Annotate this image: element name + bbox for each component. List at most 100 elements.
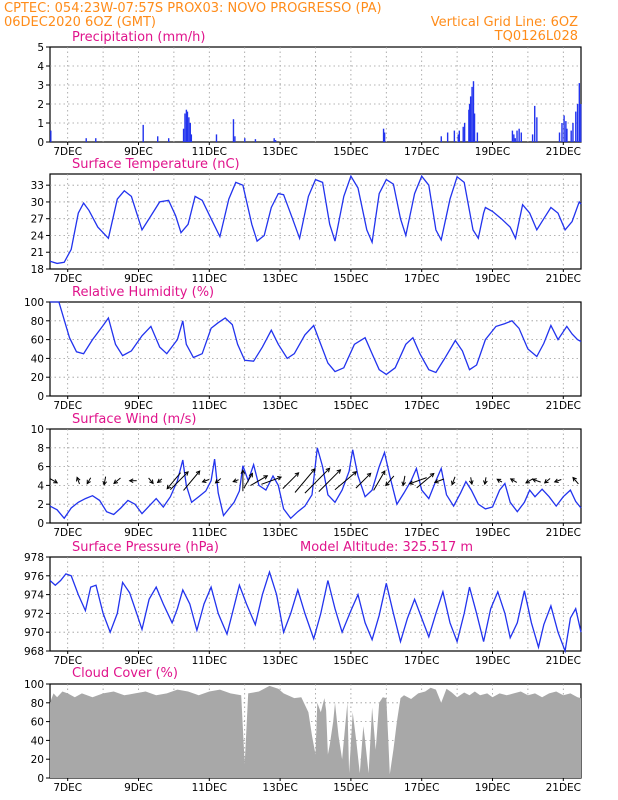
panel-title: Precipitation (mm/h) xyxy=(72,30,205,45)
wind-arrow xyxy=(76,477,80,485)
wind-arrow xyxy=(103,476,107,485)
precip-bar xyxy=(186,111,189,142)
wind-arrow-head xyxy=(543,479,549,484)
wind-arrow xyxy=(183,470,201,491)
wind-ytick-label: 6 xyxy=(37,462,44,474)
precip-bar xyxy=(184,113,186,142)
temp-ytick-label: 18 xyxy=(31,264,44,276)
precip-bar xyxy=(244,138,246,142)
pressure-ytick-label: 968 xyxy=(24,646,44,658)
wind-arrow-head xyxy=(483,480,488,486)
wind-arrow-head xyxy=(451,480,456,486)
pressure-ytick-label: 972 xyxy=(24,608,44,620)
precip-bar xyxy=(215,134,218,142)
header-grid-note: Vertical Grid Line: 6OZ xyxy=(431,15,578,30)
header-location: CPTEC: 054:23W-07:57S PROX03: NOVO PROGR… xyxy=(4,1,382,16)
wind-arrow-head xyxy=(149,479,154,485)
wind-xtick-label: 15DEC xyxy=(333,527,368,539)
header-model-id: TQ0126L028 xyxy=(494,29,578,44)
cloud-xtick-label: 9DEC xyxy=(124,782,153,794)
wind-arrow-head xyxy=(294,472,300,477)
wind-xtick-label: 13DEC xyxy=(262,527,297,539)
wind-arrow xyxy=(510,478,518,483)
wind-arrow xyxy=(402,475,406,486)
pressure-series-line xyxy=(49,569,582,654)
wind-arrow-head xyxy=(310,468,316,473)
precip-bar xyxy=(473,113,476,142)
temp-ytick-label: 27 xyxy=(31,214,44,226)
precip-bar xyxy=(274,140,277,142)
wind-arrow xyxy=(86,477,92,484)
wind-arrow xyxy=(148,477,154,484)
wind-arrow xyxy=(532,478,541,483)
precip-bar xyxy=(531,134,534,142)
temp-ytick-label: 30 xyxy=(31,197,44,209)
humidity-xtick-label: 9DEC xyxy=(124,400,153,412)
panel-title: Surface Pressure (hPa) xyxy=(72,540,219,555)
wind-arrow xyxy=(49,478,58,484)
precip-ytick-label: 0 xyxy=(37,137,44,149)
wind-arrow-head xyxy=(277,476,283,481)
wind-arrow xyxy=(409,477,427,485)
cloud-cover-panel: Cloud Cover (%) 0 20 40 60 80 100 7DEC 9DEC 11DE… xyxy=(24,666,582,794)
precip-bar xyxy=(142,124,144,142)
cloud-xtick-label: 15DEC xyxy=(333,782,368,794)
wind-arrow-head xyxy=(381,470,386,476)
precip-bar xyxy=(513,134,515,142)
cloud-xtick-label: 7DEC xyxy=(53,782,82,794)
cloud-xtick-label: 19DEC xyxy=(475,782,510,794)
temp-xtick-label: 21DEC xyxy=(546,273,581,285)
precip-bar xyxy=(188,117,190,142)
wind-arrow-head xyxy=(166,484,172,490)
wind-xtick-label: 11DEC xyxy=(192,527,227,539)
wind-arrow-head xyxy=(113,479,119,485)
precip-bar xyxy=(565,121,567,142)
wind-xtick-label: 19DEC xyxy=(475,527,510,539)
temp-xtick-label: 7DEC xyxy=(53,273,82,285)
wind-arrow xyxy=(434,478,445,483)
cloud-xtick-label: 13DEC xyxy=(262,782,297,794)
wind-xtick-label: 17DEC xyxy=(404,527,439,539)
wind-arrow xyxy=(166,472,181,490)
precip-ytick-label: 4 xyxy=(37,61,44,73)
wind-arrow-head xyxy=(385,481,390,487)
pressure-xtick-label: 13DEC xyxy=(262,655,297,667)
wind-arrow xyxy=(451,476,456,485)
humidity-xtick-label: 19DEC xyxy=(475,400,510,412)
wind-arrow xyxy=(484,477,487,485)
humidity-ytick-label: 20 xyxy=(31,372,44,384)
cloud-xtick-label: 11DEC xyxy=(192,782,227,794)
wind-arrow-head xyxy=(433,479,439,484)
wind-arrow xyxy=(318,469,341,492)
humidity-ytick-label: 80 xyxy=(31,316,44,328)
precipitation-panel: Precipitation (mm/h) 0 1 2 3 4 5 7DEC 9DEC 11DEC… xyxy=(37,30,582,158)
humidity-series-line xyxy=(50,301,582,376)
wind-arrow xyxy=(304,467,330,494)
temp-xtick-label: 19DEC xyxy=(475,273,510,285)
humidity-xtick-label: 15DEC xyxy=(333,400,368,412)
wind-arrow-head xyxy=(214,479,220,484)
pressure-ytick-label: 974 xyxy=(24,590,44,602)
wind-arrow-head xyxy=(408,480,414,485)
wind-xtick-label: 7DEC xyxy=(53,527,82,539)
precip-bar xyxy=(561,123,563,142)
wind-arrow xyxy=(294,468,316,493)
wind-xtick-label: 9DEC xyxy=(124,527,153,539)
precip-ytick-label: 3 xyxy=(37,80,44,92)
wind-arrow-head xyxy=(352,471,358,476)
temp-ytick-label: 24 xyxy=(31,230,45,242)
precip-bar xyxy=(566,128,568,142)
precip-bar xyxy=(576,104,579,142)
wind-arrow-head xyxy=(469,480,474,486)
precip-ytick-label: 5 xyxy=(37,42,44,54)
precip-ytick-label: 2 xyxy=(37,99,44,111)
temp-xtick-label: 9DEC xyxy=(124,273,153,285)
wind-arrow-head xyxy=(240,469,246,474)
temp-ytick-label: 33 xyxy=(31,180,44,192)
precip-bar xyxy=(440,136,442,142)
humidity-xtick-label: 11DEC xyxy=(192,400,227,412)
wind-arrow xyxy=(355,472,372,489)
precip-bar xyxy=(558,132,561,142)
precip-xtick-label: 11DEC xyxy=(192,146,227,158)
wind-arrow xyxy=(113,477,121,484)
